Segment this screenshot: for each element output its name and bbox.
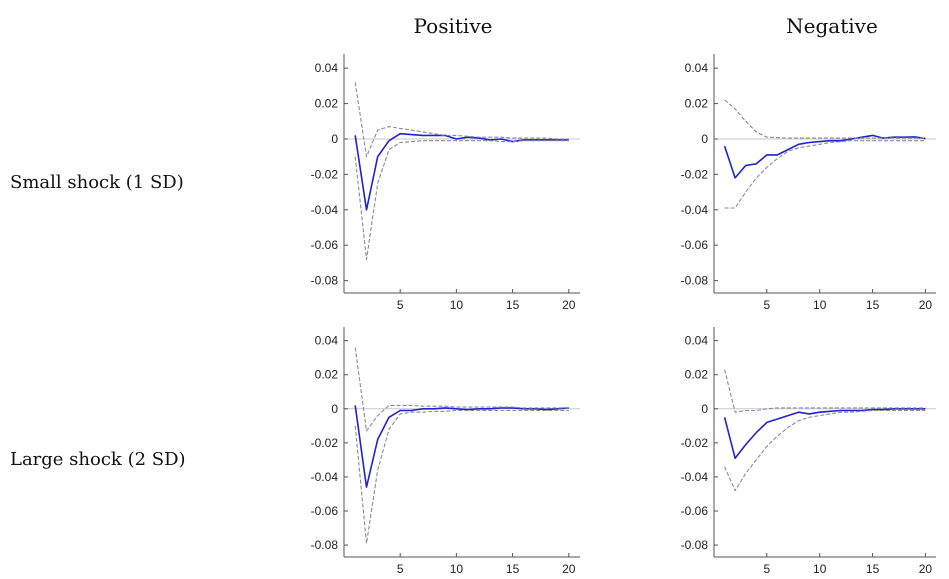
y-tick-label: 0 (701, 132, 708, 146)
y-tick-label: -0.08 (311, 274, 339, 288)
y-tick-label: 0.02 (685, 97, 709, 111)
x-tick-label: 10 (450, 298, 464, 312)
y-tick-label: 0.02 (685, 368, 709, 382)
response-line (354, 132, 569, 211)
x-tick-label: 20 (562, 298, 576, 312)
y-tick-label: -0.06 (681, 504, 709, 518)
x-tick-label: 20 (919, 562, 933, 576)
x-tick-label: 15 (506, 298, 520, 312)
x-tick-label: 20 (919, 298, 933, 312)
y-tick-label: 0 (331, 402, 338, 416)
y-tick-label: -0.08 (681, 274, 709, 288)
y-tick-label: -0.06 (311, 504, 339, 518)
y-tick-label: -0.08 (681, 538, 709, 552)
y-tick-label: -0.02 (311, 436, 339, 450)
confidence-band-lower (354, 140, 569, 260)
confidence-band-upper (354, 347, 569, 432)
y-tick-label: 0.04 (315, 334, 339, 348)
panel-positive-large: 0.04 0.02 0 -0.02 -0.04 -0.06 -0.08 5 10 15 20 (311, 327, 580, 576)
column-title-negative: Negative (786, 14, 878, 38)
confidence-band-upper (724, 369, 926, 413)
y-tick-label: -0.04 (681, 203, 709, 217)
x-tick-label: 5 (397, 562, 404, 576)
y-tick-label: -0.04 (311, 203, 339, 217)
row-label-large-shock: Large shock (2 SD) (10, 449, 186, 470)
y-tick-label: -0.02 (311, 167, 339, 181)
y-tick-label: 0.04 (685, 61, 709, 75)
confidence-band-upper (354, 82, 569, 158)
response-line (354, 405, 569, 488)
y-tick-label: 0 (331, 132, 338, 146)
y-tick-label: 0.02 (315, 368, 339, 382)
confidence-band-upper (724, 99, 926, 139)
x-tick-label: 10 (813, 562, 827, 576)
confidence-band-lower (354, 409, 569, 544)
confidence-band-lower (724, 409, 926, 492)
response-line (723, 134, 926, 179)
x-tick-label: 20 (562, 562, 576, 576)
y-tick-label: -0.02 (681, 167, 709, 181)
y-tick-label: -0.06 (681, 238, 709, 252)
y-tick-label: 0 (701, 402, 708, 416)
x-tick-label: 15 (506, 562, 520, 576)
row-label-small-shock: Small shock (1 SD) (10, 172, 184, 193)
y-tick-label: -0.06 (311, 238, 339, 252)
x-tick-label: 10 (450, 562, 464, 576)
y-tick-label: 0.04 (685, 334, 709, 348)
x-tick-label: 15 (866, 298, 880, 312)
panel-negative-small: 0.04 0.02 0 -0.02 -0.04 -0.06 -0.08 5 10 15 20 (681, 54, 936, 312)
confidence-band-lower (724, 140, 926, 209)
y-tick-label: 0.02 (315, 97, 339, 111)
x-tick-label: 5 (764, 298, 771, 312)
response-line (723, 408, 926, 459)
panel-positive-small: 0.04 0.02 0 -0.02 -0.04 -0.06 -0.08 5 10 15 20 (311, 54, 580, 312)
y-tick-label: -0.02 (681, 436, 709, 450)
y-tick-label: -0.04 (681, 470, 709, 484)
y-tick-label: -0.08 (311, 538, 339, 552)
y-tick-label: 0.04 (315, 61, 339, 75)
x-tick-label: 10 (813, 298, 827, 312)
panel-negative-large: 0.04 0.02 0 -0.02 -0.04 -0.06 -0.08 5 10 15 20 (681, 327, 936, 576)
y-tick-label: -0.04 (311, 470, 339, 484)
x-tick-label: 5 (764, 562, 771, 576)
x-tick-label: 5 (397, 298, 404, 312)
x-tick-label: 15 (866, 562, 880, 576)
column-title-positive: Positive (413, 14, 493, 38)
